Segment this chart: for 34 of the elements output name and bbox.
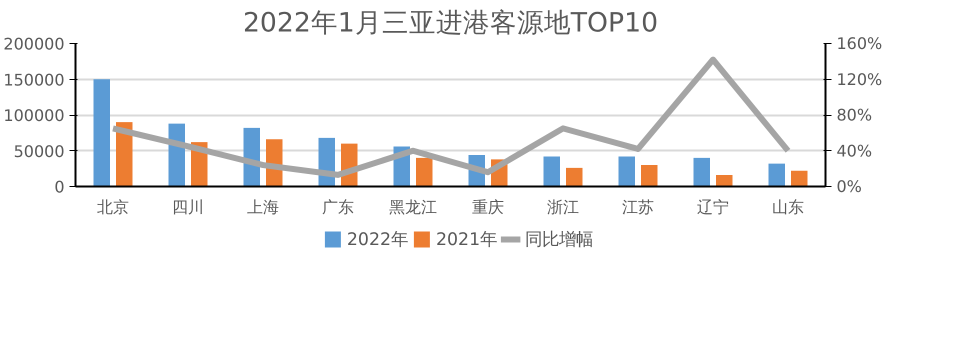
bar — [768, 164, 785, 186]
legend-label: 同比增幅 — [525, 229, 594, 251]
y-tick-label: 100000 — [3, 106, 64, 125]
y2-tick-label: 0% — [836, 177, 862, 196]
bar — [566, 168, 582, 186]
y-tick-label: 0 — [54, 178, 65, 196]
bar — [544, 156, 560, 186]
x-tick-label: 重庆 — [472, 198, 504, 216]
x-tick-label: 浙江 — [547, 198, 579, 216]
bar — [641, 165, 658, 186]
bar — [791, 170, 808, 186]
legend-label: 2021年 — [436, 229, 498, 251]
x-tick-label: 山东 — [772, 198, 804, 216]
bar — [416, 158, 432, 186]
y2-tick-label: 120% — [836, 70, 882, 89]
legend-label: 2022年 — [346, 229, 408, 251]
bar — [716, 175, 732, 186]
chart-title: 2022年1月三亚进港客源地TOP10 — [242, 8, 658, 38]
x-tick-label: 黑龙江 — [389, 198, 437, 216]
x-tick-label: 四川 — [172, 198, 204, 216]
y-tick-label: 50000 — [14, 142, 65, 161]
y2-tick-label: 80% — [836, 106, 872, 124]
y-tick-label: 200000 — [3, 34, 64, 54]
bar — [94, 79, 110, 186]
bar — [694, 158, 710, 186]
x-tick-label: 江苏 — [622, 198, 654, 216]
y2-tick-label: 40% — [836, 141, 872, 160]
x-tick-label: 辽宁 — [697, 198, 729, 216]
x-tick-label: 北京 — [97, 198, 129, 216]
x-tick-label: 广东 — [322, 198, 354, 216]
bar — [618, 156, 635, 186]
y2-tick-label: 160% — [836, 34, 882, 53]
x-tick-label: 上海 — [247, 198, 279, 216]
y-tick-label: 150000 — [3, 70, 64, 90]
